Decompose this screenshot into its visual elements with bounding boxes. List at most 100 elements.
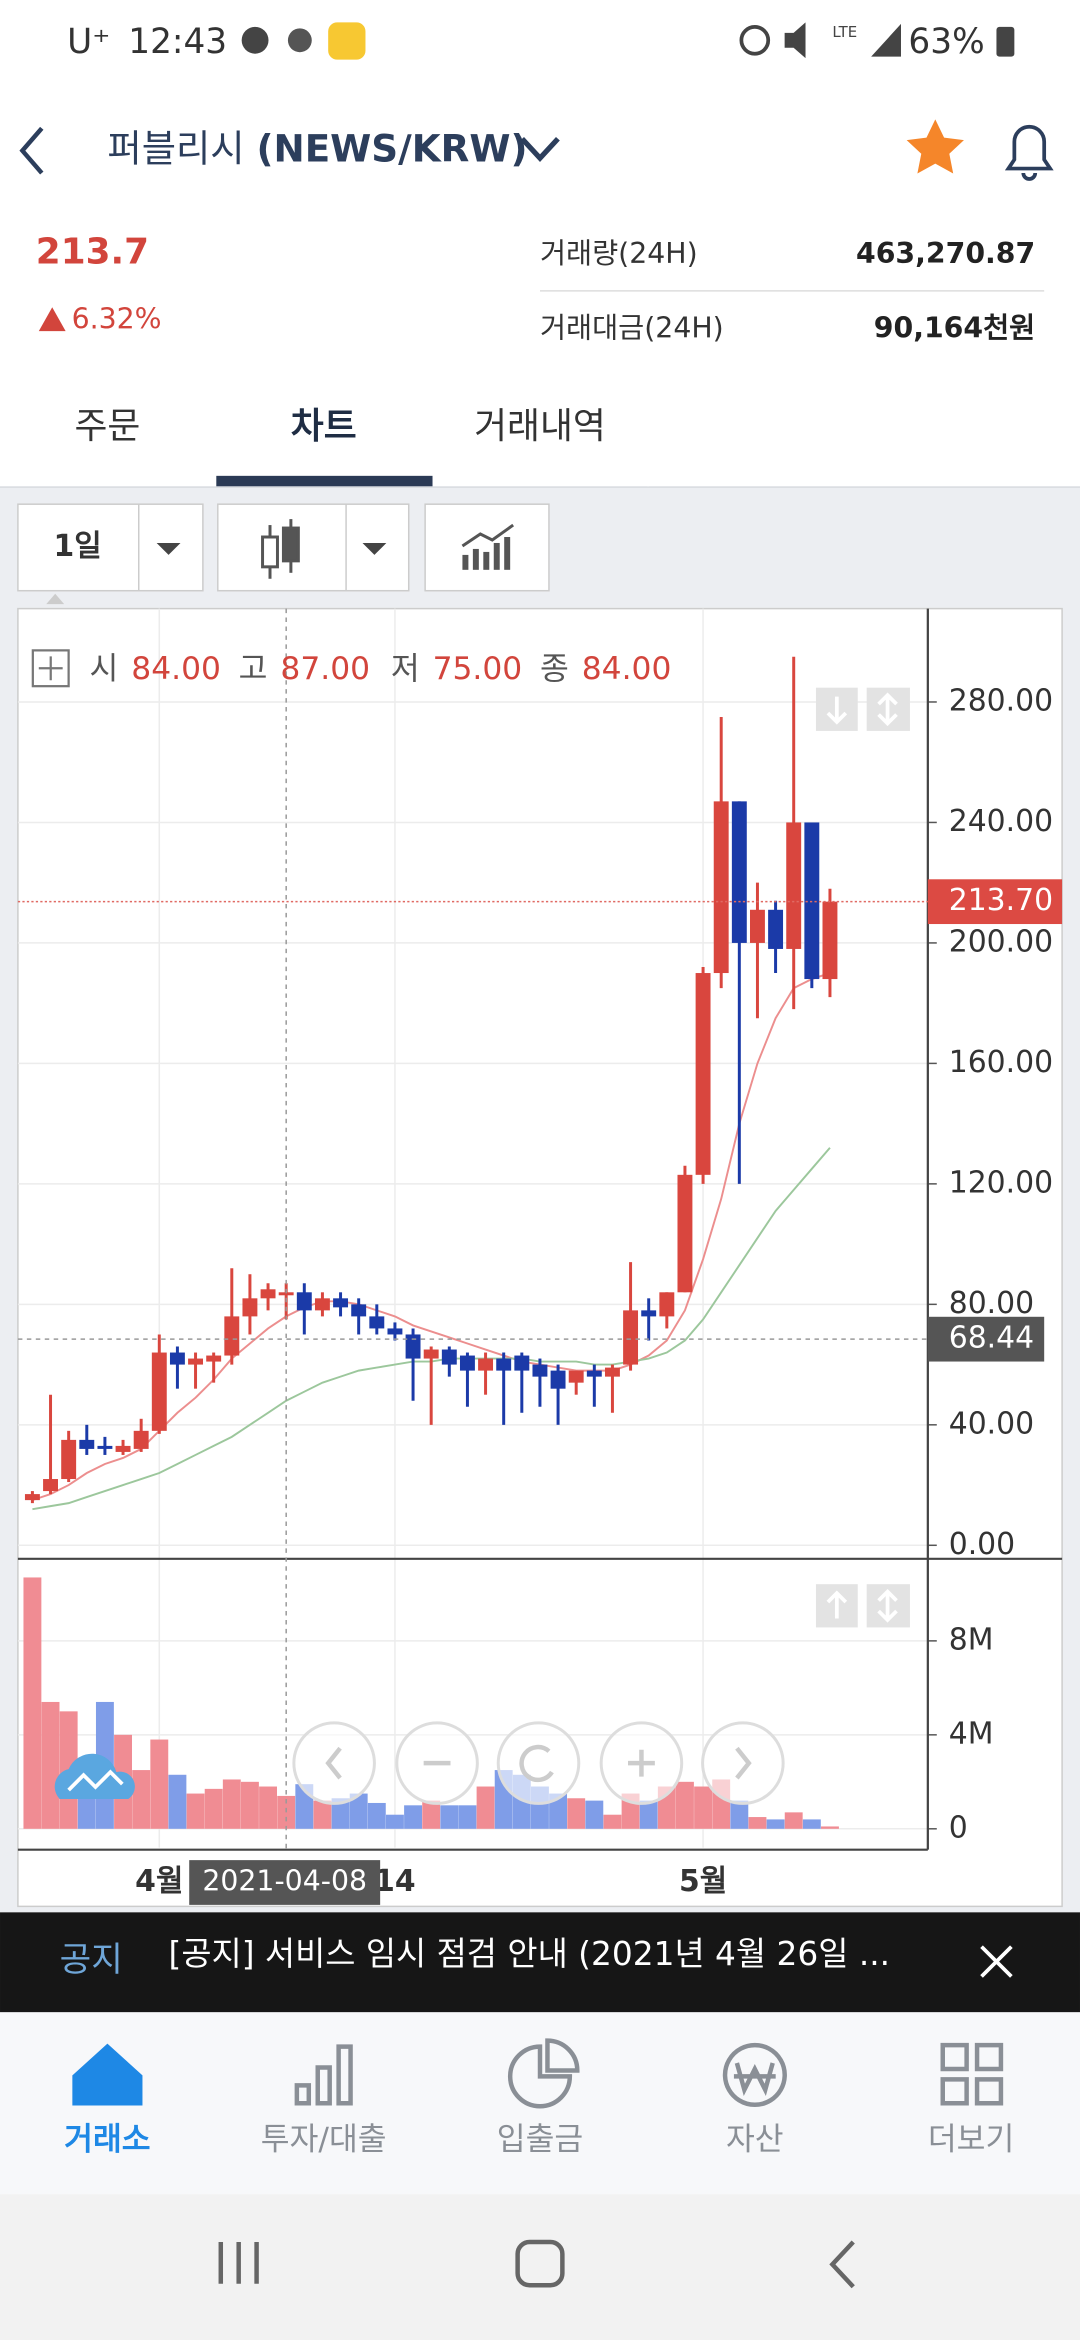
- volume-bar: [639, 1800, 658, 1829]
- tab[interactable]: [216, 372, 433, 487]
- candle-body: [151, 1352, 167, 1431]
- volume-bar: [476, 1786, 495, 1829]
- candle-body: [604, 1367, 620, 1377]
- volume-bar: [23, 1577, 42, 1829]
- x-tick-label: 14: [374, 1864, 416, 1899]
- volume-bar: [259, 1786, 278, 1829]
- tab-indicator: [216, 475, 433, 487]
- legend-value: 87.00: [280, 651, 370, 687]
- nav-label[interactable]: 거래소: [64, 2122, 150, 2158]
- nav-icon[interactable]: [507, 2038, 580, 2109]
- nav-label[interactable]: 입출금: [497, 2122, 583, 2158]
- tab[interactable]: [0, 372, 217, 487]
- volume-bar: [440, 1805, 459, 1829]
- volume-tick-label: 4M: [949, 1716, 994, 1751]
- candle-body: [188, 1358, 204, 1365]
- volume-tick-label: 0: [949, 1810, 968, 1845]
- tabs: 주문 차트 거래내역: [0, 372, 1080, 487]
- status-icon: [241, 26, 269, 54]
- y-tick-label: 0.00: [949, 1527, 1015, 1562]
- legend-label: 시: [90, 651, 119, 687]
- up-arrow: [38, 307, 66, 332]
- candle-body: [369, 1316, 385, 1329]
- notice-bar[interactable]: [0, 1912, 1080, 2013]
- status-icon: [328, 22, 366, 60]
- y-tick-label: 240.00: [949, 804, 1053, 839]
- notice-label: 공지: [60, 1940, 123, 1980]
- recent-apps[interactable]: [218, 2241, 259, 2284]
- volume-bar: [404, 1805, 423, 1829]
- nav-icon[interactable]: [72, 2043, 143, 2106]
- last-price-label: 213.70: [949, 883, 1053, 918]
- x-tick-label: 4월: [135, 1864, 183, 1899]
- tab[interactable]: [432, 372, 649, 487]
- alert-bell[interactable]: [1004, 125, 1054, 181]
- candle-body: [731, 801, 747, 943]
- notice-close[interactable]: [980, 1945, 1013, 1978]
- crosshair-toggle-icon: [38, 656, 63, 681]
- y-tick-label: 200.00: [949, 924, 1053, 959]
- nav-icon[interactable]: [722, 2042, 787, 2107]
- crosshair-box: [927, 1316, 1045, 1362]
- volume-bar: [585, 1800, 604, 1829]
- nav-icon[interactable]: [294, 2044, 353, 2106]
- legend-label: 종: [540, 651, 569, 687]
- home-button[interactable]: [515, 2239, 565, 2288]
- stat-label: 거래대금(24H): [540, 312, 724, 345]
- pointer: [46, 593, 65, 605]
- volume-bar: [675, 1781, 694, 1829]
- candle-body: [568, 1370, 584, 1383]
- dropdown-arrow[interactable]: [156, 542, 181, 555]
- volume-bar: [331, 1798, 350, 1829]
- nav-label[interactable]: 투자/대출: [261, 2122, 387, 2158]
- dropdown-arrow[interactable]: [362, 542, 387, 555]
- volume-bar: [204, 1788, 223, 1829]
- system-nav: [0, 2194, 1080, 2340]
- scale-icon: [826, 692, 898, 727]
- candle-body: [478, 1358, 494, 1371]
- pair-dropdown[interactable]: [520, 136, 560, 162]
- candle-body: [532, 1364, 548, 1377]
- volume-bar: [748, 1817, 767, 1829]
- volume-bar: [694, 1786, 713, 1829]
- volume-bar: [730, 1800, 749, 1829]
- coin-pair: (NEWS/KRW): [256, 126, 527, 170]
- cloud-icon[interactable]: [54, 1753, 135, 1799]
- stat-label: 거래량(24H): [540, 237, 698, 270]
- candle-body: [641, 1310, 657, 1317]
- candle-body: [133, 1430, 149, 1449]
- y-tick-label: 280.00: [949, 683, 1053, 718]
- nav-label[interactable]: 더보기: [928, 2122, 1014, 2158]
- back-system[interactable]: [829, 2240, 855, 2289]
- nav-icon[interactable]: [940, 2042, 1004, 2106]
- volume-bar: [313, 1800, 332, 1829]
- scroll-right[interactable]: [701, 1721, 785, 1805]
- candle-body: [550, 1370, 566, 1389]
- volume-bar: [567, 1798, 586, 1829]
- candle-body: [43, 1479, 58, 1492]
- candle-body: [786, 822, 802, 949]
- candle-body: [79, 1439, 95, 1449]
- back-button[interactable]: [19, 126, 44, 175]
- volume-bar: [385, 1814, 404, 1829]
- notice-text: [공지] 서비스 임시 점검 안내 (2021년 4월 26일 ...: [169, 1935, 891, 1973]
- ohlc-legend: 시 84.00 고 87.00 저 75.00 종 84.00: [90, 651, 672, 687]
- volume-tick-label: 8M: [949, 1622, 994, 1657]
- volume-bar: [41, 1701, 60, 1829]
- volume-bar: [240, 1781, 259, 1829]
- chart-panel: [17, 607, 1063, 1908]
- scroll-left[interactable]: [292, 1721, 376, 1805]
- reset[interactable]: [496, 1721, 581, 1805]
- favorite-star[interactable]: [906, 119, 964, 174]
- candle-body: [115, 1445, 131, 1452]
- candle-body: [804, 822, 820, 980]
- nav-label[interactable]: 자산: [726, 2122, 784, 2158]
- crosshair-toggle[interactable]: [31, 649, 70, 688]
- candle-body: [496, 1358, 512, 1371]
- indicator-button[interactable]: [424, 503, 550, 592]
- candle-body: [405, 1334, 421, 1359]
- y-tick-label: 120.00: [949, 1165, 1053, 1200]
- legend-value: 84.00: [582, 651, 672, 687]
- candle-body: [514, 1355, 530, 1371]
- cloud-icon-line: [67, 1769, 124, 1792]
